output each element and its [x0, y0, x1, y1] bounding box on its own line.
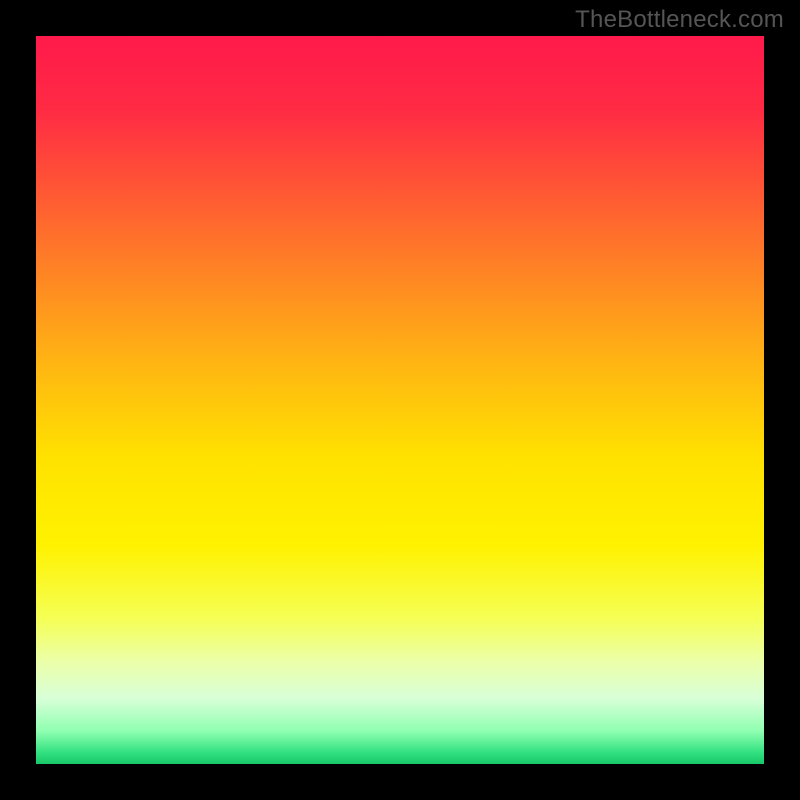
plot-area [36, 36, 764, 764]
stage: TheBottleneck.com [0, 0, 800, 800]
gradient-background [36, 36, 764, 764]
watermark-text: TheBottleneck.com [575, 6, 784, 34]
